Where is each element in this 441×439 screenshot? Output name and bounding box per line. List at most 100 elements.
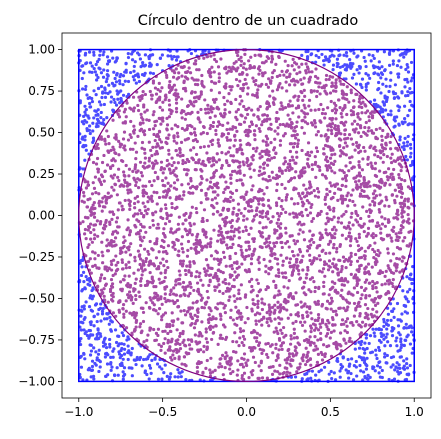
inside-point xyxy=(136,212,140,216)
inside-point xyxy=(258,347,262,351)
inside-point xyxy=(219,257,223,262)
outside-point xyxy=(176,368,180,372)
inside-point xyxy=(274,151,278,155)
inside-point xyxy=(313,121,317,125)
inside-point xyxy=(124,163,128,168)
inside-point xyxy=(157,116,161,120)
outside-point xyxy=(408,277,412,281)
outside-point xyxy=(371,54,375,58)
inside-point xyxy=(210,65,214,69)
inside-point xyxy=(178,282,182,286)
inside-point xyxy=(313,108,317,112)
inside-point xyxy=(82,194,86,198)
inside-point xyxy=(109,174,113,178)
outside-point xyxy=(389,71,393,75)
inside-point xyxy=(169,340,173,344)
inside-point xyxy=(208,280,212,284)
inside-point xyxy=(111,295,115,299)
inside-point xyxy=(153,152,157,156)
outside-point xyxy=(143,370,147,375)
inside-point xyxy=(171,323,175,328)
inside-point xyxy=(141,201,145,205)
inside-point xyxy=(200,73,204,78)
inside-point xyxy=(225,243,229,247)
inside-point xyxy=(172,139,176,143)
inside-point xyxy=(351,323,355,327)
inside-point xyxy=(180,116,184,120)
inside-point xyxy=(214,168,218,173)
inside-point xyxy=(367,126,371,130)
inside-point xyxy=(386,220,391,225)
inside-point xyxy=(314,326,318,330)
inside-point xyxy=(325,155,329,159)
inside-point xyxy=(358,117,362,121)
inside-point xyxy=(249,226,253,230)
inside-point xyxy=(175,174,179,178)
outside-point xyxy=(81,378,85,382)
outside-point xyxy=(132,64,136,69)
inside-point xyxy=(396,208,400,212)
inside-point xyxy=(134,297,138,302)
outside-point xyxy=(107,83,111,87)
inside-point xyxy=(331,309,336,314)
inside-point xyxy=(105,244,109,248)
outside-point xyxy=(405,361,409,366)
inside-point xyxy=(233,134,237,138)
inside-point xyxy=(161,195,165,199)
inside-point xyxy=(379,294,383,298)
inside-point xyxy=(323,112,327,116)
inside-point xyxy=(308,306,312,311)
outside-point xyxy=(169,372,173,376)
inside-point xyxy=(338,106,342,110)
inside-point xyxy=(279,232,283,236)
inside-point xyxy=(112,258,116,262)
inside-point xyxy=(222,236,226,240)
inside-point xyxy=(305,353,309,357)
inside-point xyxy=(198,271,202,275)
inside-point xyxy=(106,249,111,253)
inside-point xyxy=(159,215,163,219)
inside-point xyxy=(217,120,221,124)
inside-point xyxy=(144,259,148,264)
inside-point xyxy=(101,231,105,235)
outside-point xyxy=(111,108,116,113)
inside-point xyxy=(309,205,313,209)
inside-point xyxy=(124,115,128,119)
inside-point xyxy=(165,116,169,120)
inside-point xyxy=(318,322,322,326)
inside-point xyxy=(129,298,133,302)
inside-point xyxy=(350,340,354,344)
inside-point xyxy=(212,257,216,261)
inside-point xyxy=(387,296,392,301)
inside-point xyxy=(119,280,123,284)
inside-point xyxy=(339,82,343,86)
inside-point xyxy=(240,99,244,103)
inside-point xyxy=(209,273,213,277)
outside-point xyxy=(395,361,399,365)
inside-point xyxy=(313,125,318,129)
outside-point xyxy=(93,70,97,74)
inside-point xyxy=(365,185,369,189)
inside-point xyxy=(122,315,126,319)
outside-point xyxy=(395,336,399,340)
inside-point xyxy=(393,262,397,266)
inside-point xyxy=(160,86,164,90)
inside-point xyxy=(235,148,239,152)
inside-point xyxy=(225,185,229,189)
inside-point xyxy=(277,166,282,170)
inside-point xyxy=(181,159,185,163)
inside-point xyxy=(199,201,203,205)
inside-point xyxy=(278,310,282,314)
outside-point xyxy=(365,356,369,360)
inside-point xyxy=(300,313,305,318)
inside-point xyxy=(116,112,120,116)
inside-point xyxy=(168,80,172,84)
inside-point xyxy=(163,351,167,355)
outside-point xyxy=(100,312,105,316)
inside-point xyxy=(178,346,183,351)
inside-point xyxy=(145,282,150,286)
inside-point xyxy=(229,173,233,177)
outside-point xyxy=(82,307,86,311)
inside-point xyxy=(141,310,146,315)
outside-point xyxy=(380,107,385,111)
